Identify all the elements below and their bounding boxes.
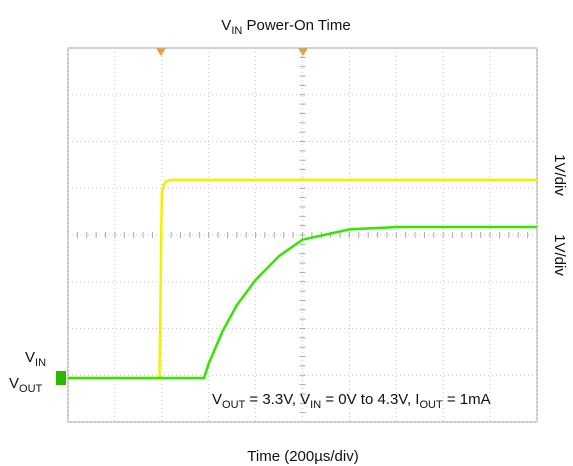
channel-marker [56,371,66,385]
legend-entry: VIN [25,349,46,369]
subscript: OUT [222,399,246,411]
text-part: = 1mA [443,391,491,408]
text-part: = 0V to 4.3V, I [321,391,419,408]
legend-entry: VOUT [9,375,43,395]
subscript: IN [231,25,242,37]
x-axis-label: Time (200µs/div) [247,448,358,465]
subscript: OUT [419,399,443,411]
subscript: OUT [19,383,43,395]
text-part: V [9,375,19,392]
text-part: Power-On Time [242,17,350,34]
trigger-marker [156,48,166,56]
y-axis-label: 1V/div [551,234,568,276]
text-part: = 3.3V, V [245,391,310,408]
trace [68,225,537,380]
y-axis-label: 1V/div [551,154,568,196]
subscript: IN [310,399,321,411]
annotation: VOUT = 3.3V, VIN = 0V to 4.3V, IOUT = 1m… [212,391,491,411]
chart-title: VIN Power-On Time [221,17,350,37]
text-part: V [221,17,231,34]
text-part: V [212,391,222,408]
trace [68,178,537,380]
text-part: V [25,349,35,366]
annotation-box [205,386,532,412]
subscript: IN [35,357,46,369]
